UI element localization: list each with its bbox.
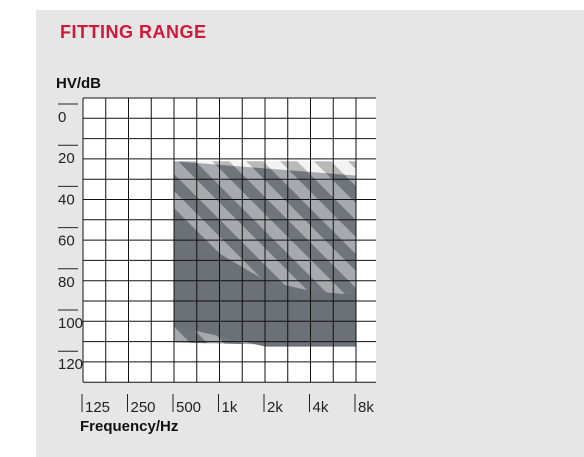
y-tick-label: 20: [58, 150, 75, 167]
x-tick-label: 125: [85, 399, 110, 416]
y-tick-label: 120: [58, 356, 83, 373]
y-tick-label: 0: [58, 109, 66, 126]
y-tick-label: 40: [58, 191, 75, 208]
x-axis-label: Frequency/Hz: [80, 418, 179, 435]
y-tick-label: 60: [58, 233, 75, 250]
y-axis-label: HV/dB: [56, 75, 101, 92]
x-tick-label: 500: [176, 399, 201, 416]
y-tick-label: 100: [58, 315, 83, 332]
grid: [82, 97, 376, 383]
x-tick-label: 1k: [222, 399, 238, 416]
x-tick-label: 250: [131, 399, 156, 416]
x-tick-label: 8k: [358, 399, 374, 416]
x-tick-label: 2k: [267, 399, 283, 416]
x-tick-label: 4k: [313, 399, 329, 416]
chart-title: FITTING RANGE: [60, 22, 207, 42]
y-tick-label: 80: [58, 274, 75, 291]
